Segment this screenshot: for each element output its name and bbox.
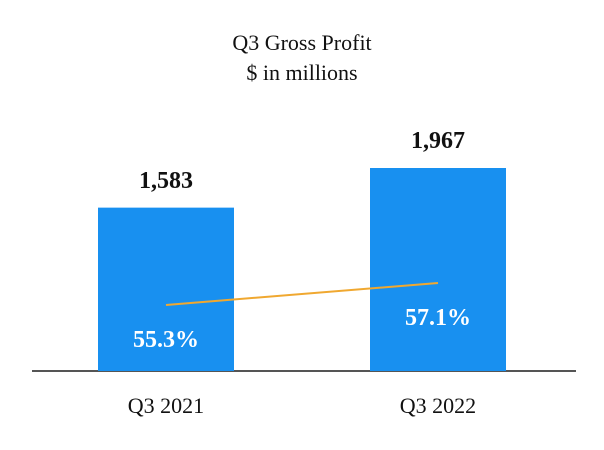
chart-title: Q3 Gross Profit (232, 30, 372, 55)
x-tick-label-q3-2022: Q3 2022 (399, 393, 477, 418)
x-tick-label-q3-2021: Q3 2021 (127, 393, 205, 418)
bar-q3-2022 (370, 168, 506, 371)
bar-q3-2021 (98, 207, 234, 371)
chart-subtitle: $ in millions (246, 60, 358, 85)
bar-value-label-q3-2021: 1,583 (139, 167, 193, 194)
margin-label-q3-2022: 57.1% (405, 305, 471, 331)
gross-margin-line (165, 282, 439, 306)
bar-value-label-q3-2022: 1,967 (411, 128, 465, 154)
margin-label-q3-2021: 55.3% (133, 327, 199, 353)
